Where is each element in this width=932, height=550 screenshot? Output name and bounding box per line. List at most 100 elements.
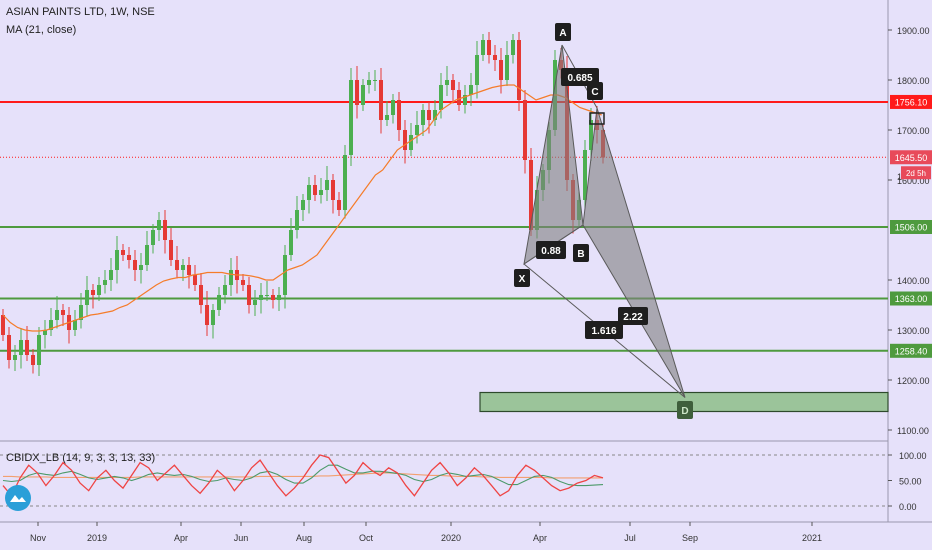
oscillator-signal-line	[3, 472, 603, 479]
price-level-tag	[890, 220, 932, 234]
ma-indicator-label[interactable]: MA (21, close)	[6, 24, 77, 36]
candle-body	[97, 285, 101, 295]
candle-body	[181, 265, 185, 270]
candle-body	[265, 295, 269, 296]
candle-body	[391, 100, 395, 115]
candle-body	[361, 85, 365, 105]
price-level-label: 1506.00	[895, 223, 928, 233]
pattern-point-label: A	[559, 28, 566, 39]
candle-body	[523, 100, 527, 160]
price-tick-label: 1800.00	[897, 76, 930, 86]
candle-body	[43, 330, 47, 335]
price-tick-label: 1300.00	[897, 326, 930, 336]
countdown-label: 2d 5h	[906, 169, 926, 178]
time-tick-label: Sep	[682, 533, 698, 543]
candle-body	[73, 320, 77, 330]
pattern-ratio-label: 0.685	[567, 73, 592, 84]
symbol-title[interactable]: ASIAN PAINTS LTD, 1W, NSE	[6, 6, 155, 18]
ma-line	[2, 84, 602, 332]
candle-body	[271, 295, 275, 300]
candle-body	[133, 260, 137, 270]
pattern-point-box	[677, 401, 693, 419]
pattern-point-box	[514, 269, 530, 287]
time-tick-label: 2020	[441, 533, 461, 543]
candle-body	[505, 55, 509, 80]
candle-body	[37, 335, 41, 365]
candle-body	[31, 355, 35, 365]
time-tick-label: Nov	[30, 533, 47, 543]
candle-body	[589, 120, 593, 150]
candle-body	[163, 220, 167, 240]
osc-tick-label: 100.00	[899, 451, 927, 461]
pattern-point-label: X	[519, 274, 526, 285]
candle-body	[433, 110, 437, 120]
candle-body	[241, 280, 245, 285]
oscillator-label[interactable]: CBIDX_LB (14, 9, 3, 3, 13, 33)	[6, 452, 156, 464]
candle-body	[223, 285, 227, 295]
pattern-ratio-box	[585, 321, 623, 339]
candle-body	[157, 220, 161, 230]
candle-body	[511, 40, 515, 55]
time-tick-label: Apr	[174, 533, 188, 543]
price-level-label: 1645.50	[895, 153, 928, 163]
candle-body	[499, 60, 503, 80]
price-level-label: 1363.00	[895, 294, 928, 304]
candle-body	[199, 285, 203, 305]
price-level-tag	[890, 291, 932, 306]
price-tick-label: 1100.00	[897, 426, 929, 436]
candle-body	[217, 295, 221, 310]
candle-body	[451, 80, 455, 90]
candle-body	[493, 55, 497, 60]
pattern-ratio-box	[536, 241, 566, 259]
candle-body	[1, 315, 5, 335]
pattern-ratio-box	[618, 307, 648, 325]
candle-body	[175, 260, 179, 270]
pattern-point-label: B	[577, 249, 584, 260]
price-tick-label: 1600.00	[897, 176, 930, 186]
candle-body	[349, 80, 353, 155]
candle-body	[385, 115, 389, 120]
candle-body	[55, 310, 59, 320]
candle-body	[127, 255, 131, 260]
candle-body	[517, 40, 521, 100]
candle-body	[25, 340, 29, 355]
candle-body	[193, 275, 197, 285]
candle-body	[121, 250, 125, 255]
candle-body	[259, 295, 263, 300]
pattern-point-box	[555, 23, 571, 41]
pattern-ratio-box	[561, 68, 599, 86]
price-level-tag	[890, 94, 932, 109]
candle-body	[301, 200, 305, 210]
candle-body	[139, 265, 143, 270]
candle-body	[295, 210, 299, 230]
candle-body	[91, 290, 95, 295]
price-level-tag	[890, 343, 932, 358]
candle-body	[169, 240, 173, 260]
candle-body	[247, 285, 251, 305]
oscillator-fast-line	[2, 454, 604, 497]
candle-body	[211, 310, 215, 325]
pattern-ratio-label: 1.616	[591, 326, 616, 337]
candle-body	[403, 130, 407, 150]
candle-body	[109, 270, 113, 280]
pattern-point-box	[573, 244, 589, 262]
candle-body	[475, 55, 479, 85]
candle-body	[427, 110, 431, 120]
candle-body	[445, 80, 449, 85]
candle-body	[343, 155, 347, 210]
time-tick-label: Oct	[359, 533, 374, 543]
pattern-point-label: C	[591, 87, 598, 98]
price-tick-label: 1900.00	[897, 26, 930, 36]
candle-body	[469, 85, 473, 95]
price-tick-label: 1	[897, 172, 902, 182]
candle-body	[49, 320, 53, 330]
time-tick-label: Jul	[624, 533, 636, 543]
tradingview-logo-icon[interactable]	[5, 485, 31, 511]
pattern-point-label: D	[681, 406, 688, 417]
candle-body	[19, 340, 23, 355]
candle-body	[421, 110, 425, 125]
candle-body	[187, 265, 191, 275]
candle-body	[319, 190, 323, 195]
pattern-ratio-label: 2.22	[623, 312, 643, 323]
